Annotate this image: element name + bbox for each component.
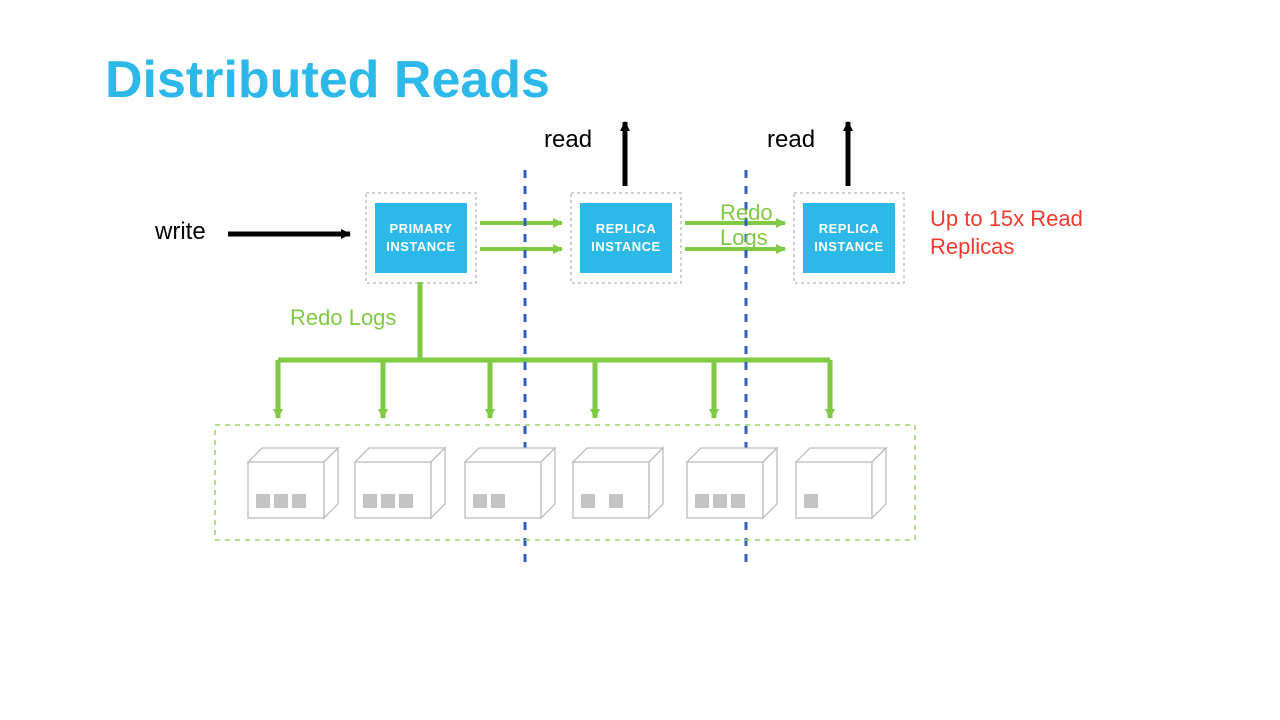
- replica2-line1: REPLICA: [819, 220, 880, 238]
- replica2-line2: INSTANCE: [814, 238, 883, 256]
- replica-instance-2-box: REPLICA INSTANCE: [803, 203, 895, 273]
- replica1-line1: REPLICA: [596, 220, 657, 238]
- redo-logs-label-inline-a: Redo: [720, 200, 773, 226]
- read-label-1: read: [544, 126, 592, 154]
- replica1-line2: INSTANCE: [591, 238, 660, 256]
- diagram-svg: [0, 0, 1280, 720]
- primary-instance-line2: INSTANCE: [386, 238, 455, 256]
- replica-instance-1-box: REPLICA INSTANCE: [580, 203, 672, 273]
- read-label-2: read: [767, 126, 815, 154]
- write-label: write: [155, 218, 206, 246]
- replica-note-line2: Replicas: [930, 234, 1014, 260]
- primary-instance-box: PRIMARY INSTANCE: [375, 203, 467, 273]
- replica-note-line1: Up to 15x Read: [930, 206, 1083, 232]
- redo-logs-label-inline-b: Logs: [720, 225, 768, 251]
- redo-logs-label-vertical: Redo Logs: [290, 305, 396, 331]
- primary-instance-line1: PRIMARY: [390, 220, 453, 238]
